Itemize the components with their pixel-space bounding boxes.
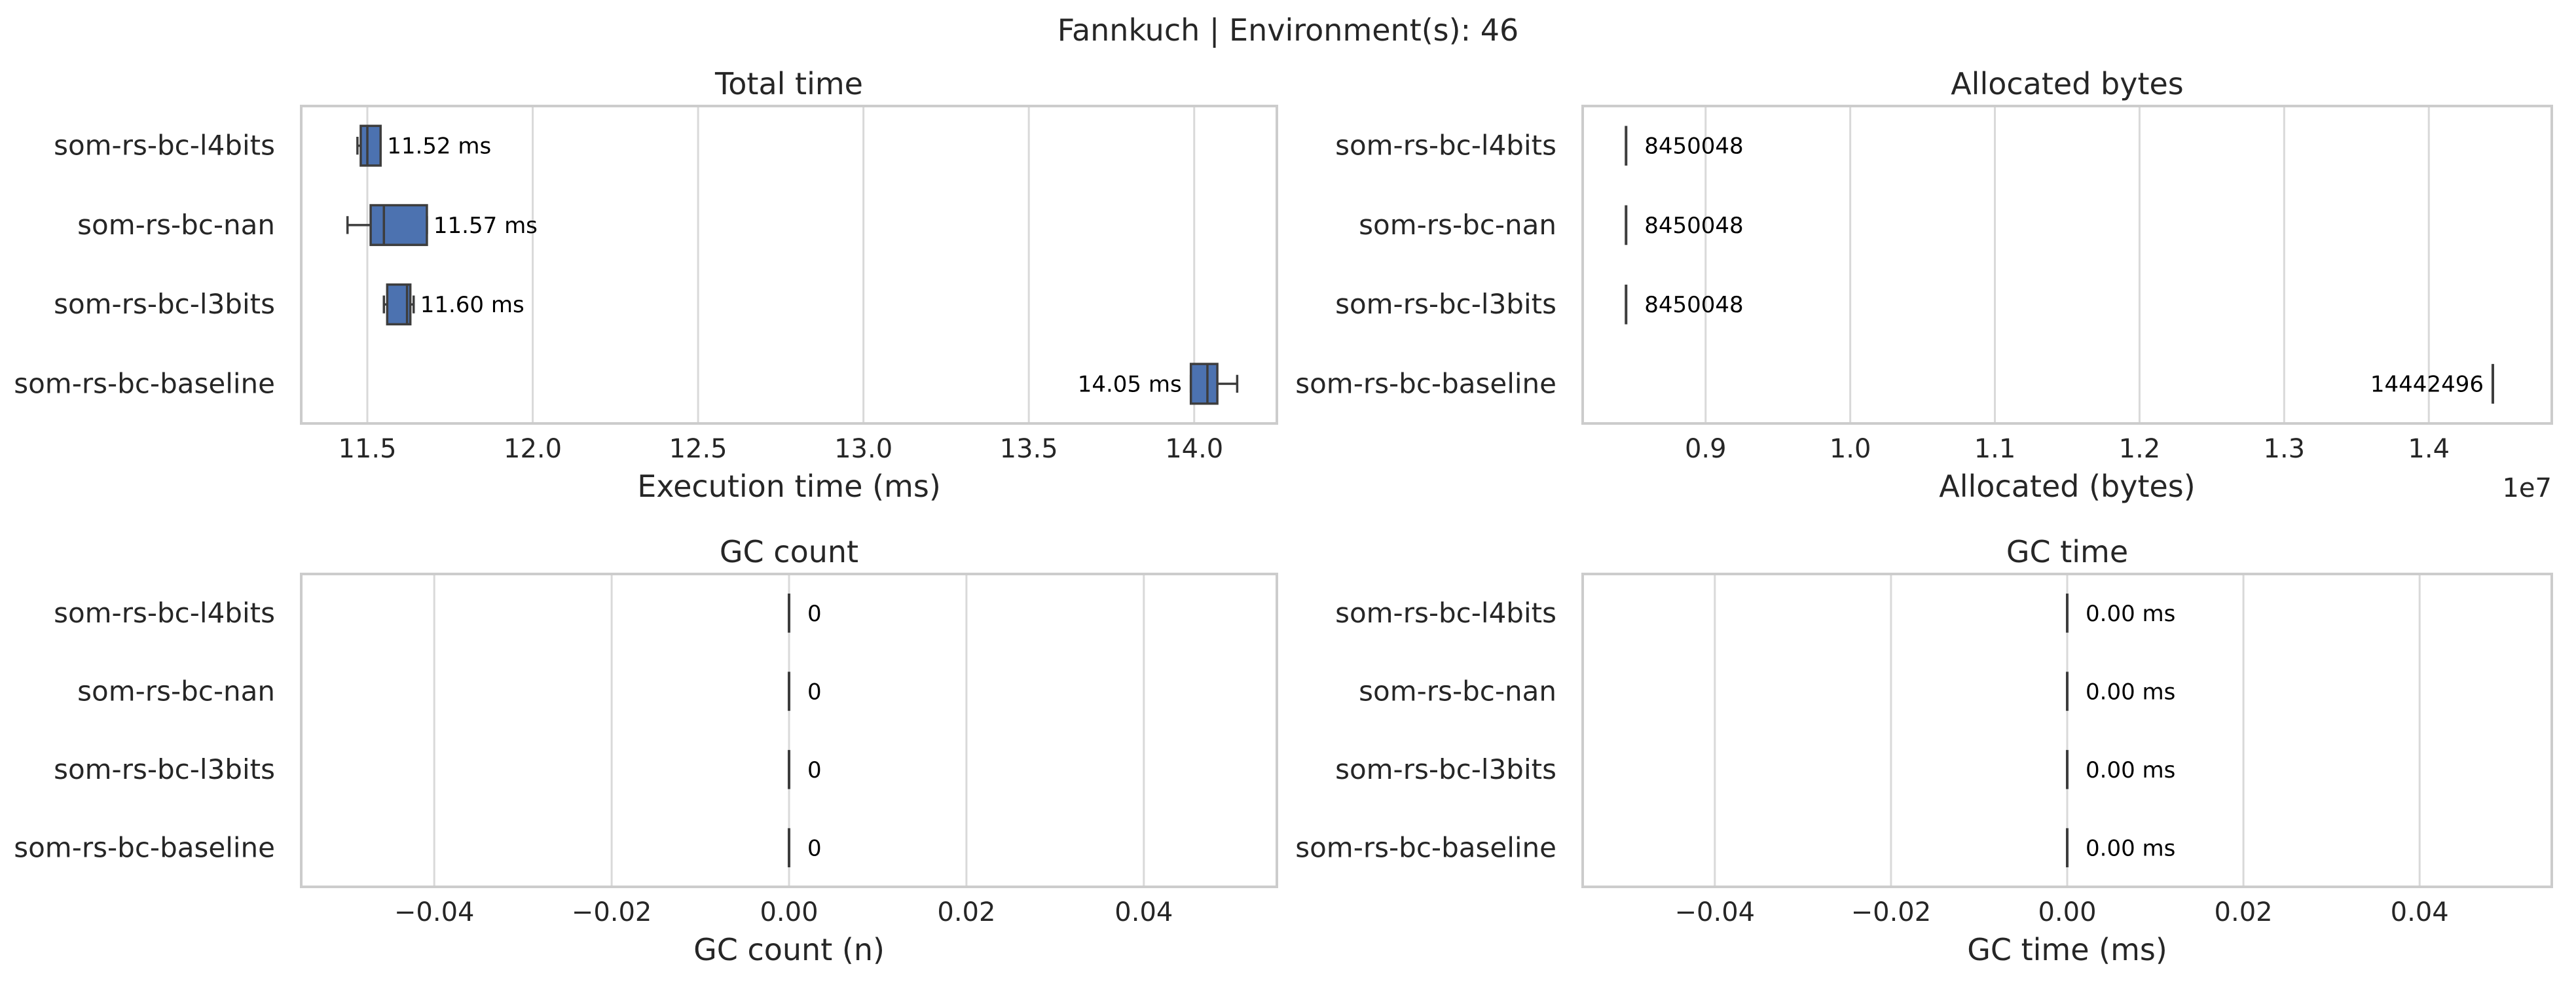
x-tick-label: 1.0 [1830, 434, 1871, 464]
y-category-label: som-rs-bc-l3bits [54, 288, 275, 320]
y-category-label: som-rs-bc-l3bits [1335, 753, 1556, 785]
y-category-label: som-rs-bc-l4bits [1335, 130, 1556, 162]
box-som-rs-bc-baseline: 14442496 [2370, 364, 2494, 404]
data-label: 11.52 ms [387, 134, 491, 160]
y-category-label: som-rs-bc-nan [1359, 209, 1556, 241]
x-tick-label: 13.0 [834, 434, 892, 464]
data-label: 8450048 [1644, 213, 1743, 239]
x-tick-label: 0.00 [760, 897, 818, 927]
box-som-rs-bc-nan: 8450048 [1625, 205, 1744, 245]
x-tick-label: 1.3 [2264, 434, 2306, 464]
x-tick-label: −0.04 [1675, 897, 1756, 927]
iqr-box [369, 204, 428, 246]
data-label: 0 [807, 757, 822, 783]
x-tick-label: 13.5 [1000, 434, 1058, 464]
x-tick-label: 0.02 [2215, 897, 2273, 927]
axes-title: GC time [2006, 534, 2128, 569]
x-tick-label: −0.02 [572, 897, 652, 927]
axes-title: Total time [714, 66, 863, 101]
y-category-label: som-rs-bc-l4bits [54, 597, 275, 629]
box-som-rs-bc-l4bits: 11.52 ms [356, 124, 491, 167]
x-tick-label: 0.04 [1114, 897, 1173, 927]
y-category-label: som-rs-bc-l4bits [1335, 597, 1556, 629]
x-axis-label: Execution time (ms) [637, 469, 941, 504]
gc-time-panel: GC time −0.04 −0.02 0.00 0.02 0.04 GC time (ms… [1295, 534, 2553, 967]
x-tick-label: 0.02 [937, 897, 995, 927]
y-category-label: som-rs-bc-l4bits [54, 130, 275, 162]
box-som-rs-bc-l4bits: 0 [788, 593, 822, 633]
data-label: 8450048 [1644, 134, 1743, 160]
box-som-rs-bc-l3bits: 0 [788, 749, 822, 789]
iqr-box [1189, 363, 1219, 405]
x-tick-label: 1.4 [2408, 434, 2450, 464]
y-category-label: som-rs-bc-baseline [14, 367, 275, 399]
box-som-rs-bc-l4bits: 8450048 [1625, 126, 1744, 166]
data-label: 0.00 ms [2086, 835, 2175, 861]
data-label: 0.00 ms [2086, 601, 2175, 627]
box-som-rs-bc-nan: 0.00 ms [2066, 672, 2175, 711]
box-som-rs-bc-baseline: 0 [788, 828, 822, 868]
box-som-rs-bc-baseline: 14.05 ms [1078, 363, 1239, 405]
data-label: 8450048 [1644, 292, 1743, 318]
x-tick-label: −0.04 [394, 897, 475, 927]
box-som-rs-bc-l3bits: 0.00 ms [2066, 749, 2175, 789]
x-axis-label: GC count (n) [693, 932, 885, 967]
x-tick-label: 11.5 [338, 434, 396, 464]
y-category-label: som-rs-bc-l3bits [54, 753, 275, 785]
y-category-label: som-rs-bc-nan [1359, 675, 1556, 707]
data-label: 11.60 ms [420, 292, 524, 318]
y-category-label: som-rs-bc-nan [77, 209, 275, 241]
box-som-rs-bc-l3bits: 11.60 ms [382, 283, 524, 326]
x-axis-label: Allocated (bytes) [1939, 469, 2195, 504]
y-category-label: som-rs-bc-l3bits [1335, 288, 1556, 320]
box-som-rs-bc-baseline: 0.00 ms [2066, 828, 2175, 868]
y-category-label: som-rs-bc-nan [77, 675, 275, 707]
x-tick-label: 14.0 [1165, 434, 1223, 464]
gc-count-panel: GC count −0.04 −0.02 0.00 0.02 0.04 GC count (… [14, 534, 1278, 967]
x-axis-label: GC time (ms) [1967, 932, 2167, 967]
data-label: 14442496 [2370, 371, 2484, 397]
axes-title: GC count [720, 534, 858, 569]
x-tick-label: 12.5 [669, 434, 727, 464]
allocated-bytes-panel: Allocated bytes 0.9 1.0 1.1 1.2 1.3 1.4 Allocat… [1295, 66, 2553, 504]
y-category-label: som-rs-bc-baseline [1295, 367, 1556, 399]
axes-frame [1581, 573, 2553, 888]
figure-suptitle: Fannkuch | Environment(s): 46 [1058, 12, 1519, 48]
y-category-label: som-rs-bc-baseline [1295, 831, 1556, 863]
x-tick-label: 1.1 [1974, 434, 2016, 464]
axes-frame [300, 105, 1278, 425]
x-tick-label: 12.0 [504, 434, 562, 464]
axes-title: Allocated bytes [1951, 66, 2184, 101]
data-label: 14.05 ms [1078, 371, 1182, 397]
box-som-rs-bc-l4bits: 0.00 ms [2066, 593, 2175, 633]
subplot-grid: Total time 11.5 12.0 12.5 13.0 13.5 14.0 Execut… [14, 66, 2553, 967]
box-som-rs-bc-nan: 11.57 ms [346, 204, 538, 246]
data-label: 11.57 ms [433, 213, 538, 239]
x-tick-label: 0.9 [1685, 434, 1727, 464]
x-axis-offset-text: 1e7 [2502, 473, 2552, 503]
iqr-box [359, 124, 382, 167]
x-tick-label: −0.02 [1851, 897, 1932, 927]
data-label: 0 [807, 835, 822, 861]
axes-frame [1581, 105, 2553, 425]
total-time-panel: Total time 11.5 12.0 12.5 13.0 13.5 14.0 Execut… [14, 66, 1278, 504]
box-som-rs-bc-nan: 0 [788, 672, 822, 711]
box-som-rs-bc-l3bits: 8450048 [1625, 284, 1744, 325]
data-label: 0 [807, 679, 822, 705]
axes-frame [300, 573, 1278, 888]
x-tick-label: 0.00 [2038, 897, 2096, 927]
x-tick-label: 0.04 [2391, 897, 2449, 927]
data-label: 0 [807, 601, 822, 627]
x-tick-label: 1.2 [2119, 434, 2161, 464]
data-label: 0.00 ms [2086, 679, 2175, 705]
data-label: 0.00 ms [2086, 757, 2175, 783]
y-category-label: som-rs-bc-baseline [14, 831, 275, 863]
